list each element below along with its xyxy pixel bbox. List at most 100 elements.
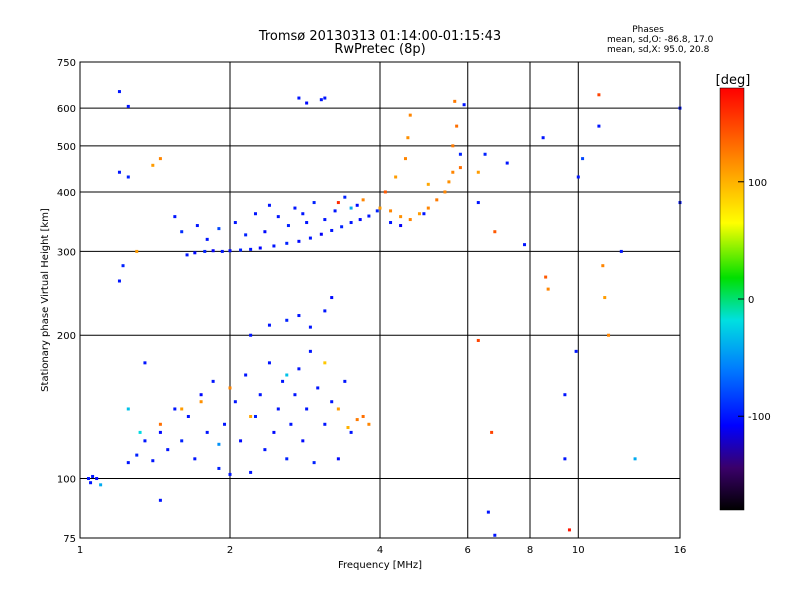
data-point [223,422,227,426]
data-point [205,430,209,434]
data-point [581,157,585,161]
data-point [336,201,340,205]
x-tick-label: 8 [527,545,533,556]
data-point [249,414,253,418]
data-point [323,96,327,100]
data-point [476,338,480,342]
x-tick-label: 4 [377,545,383,556]
data-point [563,393,567,397]
data-point [447,180,451,184]
data-point [217,442,221,446]
data-point [143,439,147,443]
data-point [276,407,280,411]
y-tick-label: 750 [57,58,76,69]
data-point [126,407,130,411]
colorbar-tick-label: 100 [748,178,767,189]
data-point [158,157,162,161]
data-point [455,124,459,128]
data-point [158,422,162,426]
data-point [199,393,203,397]
data-point [417,212,421,216]
data-point [253,212,257,216]
x-tick-label: 1 [77,545,83,556]
data-point [126,175,130,179]
data-point [249,470,253,474]
x-tick-label: 10 [572,545,585,556]
data-point [443,190,447,194]
data-point [297,96,301,100]
axis-ticks: 1 2 4 6 8 10 16 75 100 200 300 400 500 600 750 [57,58,686,556]
data-point [297,314,301,318]
data-point [138,430,142,434]
data-point [193,251,197,255]
data-point [619,249,623,253]
colorbar-label: [deg] [716,73,751,88]
data-point [399,224,403,228]
data-point [346,425,350,429]
y-tick-label: 600 [57,104,76,115]
data-point [126,104,130,108]
y-axis-label: Stationary phase Virtual Height [km] [40,208,51,392]
data-point [633,457,637,461]
data-point [173,215,177,219]
data-point [293,206,297,210]
data-point [121,264,125,268]
data-point [541,136,545,140]
data-point [597,124,601,128]
data-point [486,510,490,514]
data-point [180,407,184,411]
data-point [343,379,347,383]
data-point [297,239,301,243]
data-point [476,201,480,205]
data-point [458,152,462,156]
data-point [205,237,209,241]
data-point [233,400,237,404]
data-point [426,182,430,186]
data-point [546,287,550,291]
data-point [258,393,262,397]
data-point [399,215,403,219]
data-point [336,407,340,411]
data-point [289,422,293,426]
data-point [403,157,407,161]
data-point [340,225,344,229]
data-point [323,218,327,222]
data-point [308,325,312,329]
data-point [135,249,139,253]
data-point [505,161,509,165]
data-point [285,318,289,322]
data-point [117,90,121,94]
data-point [239,248,243,252]
data-point [272,244,276,248]
y-tick-label: 500 [57,142,76,153]
data-point [267,323,271,327]
data-point [89,481,93,485]
data-point [228,386,232,390]
data-point [349,206,353,210]
y-tick-label: 400 [57,188,76,199]
data-point [285,241,289,245]
y-tick-label: 300 [57,247,76,258]
data-point [451,170,455,174]
data-point [435,198,439,202]
data-point [476,170,480,174]
data-point [308,236,312,240]
data-point [361,198,365,202]
data-point [211,379,215,383]
data-point [462,103,466,107]
x-tick-label: 16 [674,545,687,556]
data-point [394,175,398,179]
data-point [276,215,280,219]
data-point [451,144,455,148]
data-point [323,309,327,313]
data-point [286,224,290,228]
data-point [263,230,267,234]
data-point [601,264,605,268]
data-point [220,249,224,253]
data-point [383,190,387,194]
y-tick-label: 100 [57,475,76,486]
data-point [193,457,197,461]
data-point [422,212,426,216]
stats-line-x: mean, sd,X: 95.0, 20.8 [607,45,710,55]
data-point [301,439,305,443]
